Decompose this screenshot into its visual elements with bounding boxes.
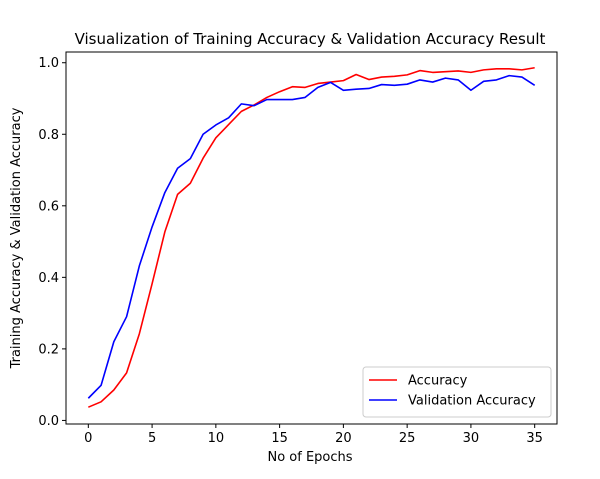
x-tick-label: 5 — [148, 431, 156, 446]
x-tick-label: 20 — [335, 431, 352, 446]
x-tick-label: 25 — [399, 431, 416, 446]
y-tick-label: 0.0 — [38, 414, 59, 429]
legend-box — [362, 366, 552, 418]
series-line-accuracy — [88, 66, 535, 408]
x-tick-label: 30 — [463, 431, 480, 446]
chart-title: Visualization of Training Accuracy & Val… — [75, 30, 546, 48]
plot-frame — [65, 51, 558, 425]
legend-label-accuracy: Accuracy — [408, 374, 468, 389]
series-lines — [87, 66, 536, 408]
legend-label-validation-accuracy: Validation Accuracy — [408, 394, 536, 409]
y-tick-label: 1.0 — [38, 56, 59, 71]
y-tick-label: 0.4 — [38, 271, 59, 286]
y-tick-label: 0.2 — [38, 342, 59, 357]
y-axis-label: Training Accuracy & Validation Accuracy — [9, 107, 24, 369]
x-axis-label: No of Epochs — [267, 450, 352, 465]
x-tick-label: 15 — [271, 431, 288, 446]
axis-ticks: 0 5 10 15 20 25 30 35 0.0 0.2 0.4 0.6 0.8 1.0 — [38, 56, 543, 446]
y-tick-label: 0.6 — [38, 199, 59, 214]
x-tick-label: 35 — [526, 431, 543, 446]
legend: Accuracy Validation Accuracy — [362, 366, 552, 418]
series-line-validation-accuracy — [87, 74, 536, 399]
x-tick-label: 10 — [208, 431, 225, 446]
y-tick-label: 0.8 — [38, 128, 59, 143]
x-tick-label: 0 — [84, 431, 92, 446]
